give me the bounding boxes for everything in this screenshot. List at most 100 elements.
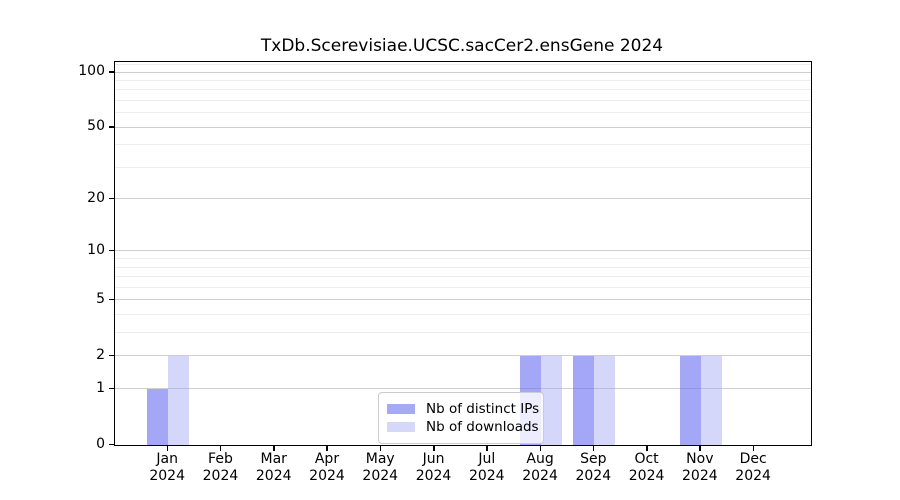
y-tick-label: 5: [96, 290, 105, 307]
x-tick-month: Apr: [314, 451, 340, 467]
y-tick-label: 1: [96, 379, 105, 396]
minor-gridline: [115, 99, 811, 101]
x-tick-mark: [219, 446, 222, 451]
minor-gridline: [115, 63, 811, 65]
x-tick-label: Jul 2024: [455, 451, 519, 485]
x-tick-year: 2024: [202, 468, 239, 484]
x-tick-month: Nov: [686, 451, 714, 467]
y-tick-label: 10: [87, 241, 105, 258]
x-tick-month: Oct: [634, 451, 659, 467]
major-gridline: [115, 198, 811, 200]
x-tick-month: Jun: [422, 451, 445, 467]
x-tick-mark: [752, 446, 755, 451]
x-tick-mark: [379, 446, 382, 451]
bar-downloads-aug: [541, 356, 563, 445]
y-tick-mark: [109, 443, 114, 445]
x-tick-mark: [539, 446, 542, 451]
minor-gridline: [115, 144, 811, 146]
x-tick-mark: [486, 446, 488, 451]
x-tick-year: 2024: [255, 468, 292, 484]
major-gridline: [115, 299, 811, 301]
minor-gridline: [115, 266, 811, 268]
x-tick-year: 2024: [735, 468, 771, 484]
x-tick-label: Nov 2024: [668, 451, 732, 485]
bar-downloads-jan: [168, 356, 190, 445]
x-tick-month: Jul: [478, 451, 496, 467]
x-tick-month: May: [365, 451, 395, 467]
x-tick-label: Oct 2024: [615, 451, 679, 485]
y-tick-label: 100: [78, 63, 105, 80]
y-tick-label: 20: [87, 189, 105, 206]
x-tick-year: 2024: [522, 468, 558, 484]
legend-swatch-distinct-ips-icon: [387, 404, 415, 414]
x-tick-year: 2024: [468, 468, 505, 484]
x-tick-label: Apr 2024: [295, 451, 359, 485]
minor-gridline: [115, 89, 811, 91]
minor-gridline: [115, 258, 811, 260]
x-tick-mark: [326, 446, 328, 451]
x-tick-month: Mar: [260, 451, 287, 467]
major-gridline: [115, 71, 811, 73]
minor-gridline: [115, 79, 811, 81]
bar-downloads-nov: [700, 356, 722, 445]
x-tick-year: 2024: [362, 468, 399, 484]
y-tick-label: 0: [96, 435, 105, 452]
x-tick-month: Sep: [580, 451, 607, 467]
major-gridline: [115, 355, 811, 357]
legend-label-downloads: Nb of downloads: [426, 419, 539, 435]
chart-title: TxDb.Scerevisiae.UCSC.sacCer2.ensGene 20…: [260, 36, 664, 56]
y-tick-mark: [109, 71, 114, 73]
x-tick-label: Jan 2024: [135, 451, 199, 485]
minor-gridline: [115, 166, 811, 168]
x-tick-year: 2024: [628, 468, 665, 484]
y-tick-mark: [109, 126, 114, 128]
minor-gridline: [115, 286, 811, 288]
x-tick-label: Sep 2024: [561, 451, 625, 485]
x-tick-year: 2024: [415, 468, 452, 484]
x-tick-mark: [646, 446, 648, 451]
x-tick-mark: [166, 446, 169, 451]
bar-distinct-ips-nov: [679, 356, 701, 445]
x-tick-label: Mar 2024: [242, 451, 306, 485]
x-tick-label: May 2024: [348, 451, 412, 485]
bar-distinct-ips-sep: [573, 356, 595, 445]
y-tick-label: 2: [96, 346, 105, 363]
legend-entry-distinct-ips: Nb of distinct IPs: [387, 400, 539, 418]
x-tick-mark: [699, 446, 701, 451]
x-tick-mark: [273, 446, 275, 451]
x-tick-year: 2024: [575, 468, 612, 484]
minor-gridline: [115, 112, 811, 114]
y-tick-mark: [109, 298, 114, 301]
x-tick-label: Dec 2024: [721, 451, 785, 485]
minor-gridline: [115, 276, 811, 278]
plot-area: Nb of distinct IPs Nb of downloads: [114, 61, 812, 446]
y-tick-mark: [109, 249, 114, 252]
x-tick-mark: [592, 446, 595, 451]
major-gridline: [115, 388, 811, 390]
minor-gridline: [115, 314, 811, 316]
major-gridline: [115, 126, 811, 128]
x-tick-month: Dec: [739, 451, 767, 467]
x-tick-month: Aug: [526, 451, 554, 467]
x-tick-month: Jan: [156, 451, 178, 467]
y-tick-mark: [109, 354, 114, 357]
bar-downloads-sep: [594, 356, 616, 445]
legend-entry-downloads: Nb of downloads: [387, 418, 539, 436]
x-tick-year: 2024: [309, 468, 345, 484]
gridline-layer: [115, 62, 811, 445]
bar-distinct-ips-jan: [147, 389, 169, 445]
x-tick-label: Feb 2024: [188, 451, 252, 485]
major-gridline: [115, 250, 811, 252]
legend-swatch-downloads-icon: [387, 422, 415, 432]
x-tick-label: Jun 2024: [402, 451, 466, 485]
x-tick-year: 2024: [149, 468, 185, 484]
x-tick-year: 2024: [682, 468, 718, 484]
legend: Nb of distinct IPs Nb of downloads: [378, 392, 544, 444]
y-tick-label: 50: [87, 118, 105, 135]
bars-layer: [115, 62, 811, 445]
legend-label-distinct-ips: Nb of distinct IPs: [426, 401, 540, 417]
minor-gridline: [115, 332, 811, 334]
x-tick-label: Aug 2024: [508, 451, 572, 485]
x-tick-mark: [433, 446, 435, 451]
